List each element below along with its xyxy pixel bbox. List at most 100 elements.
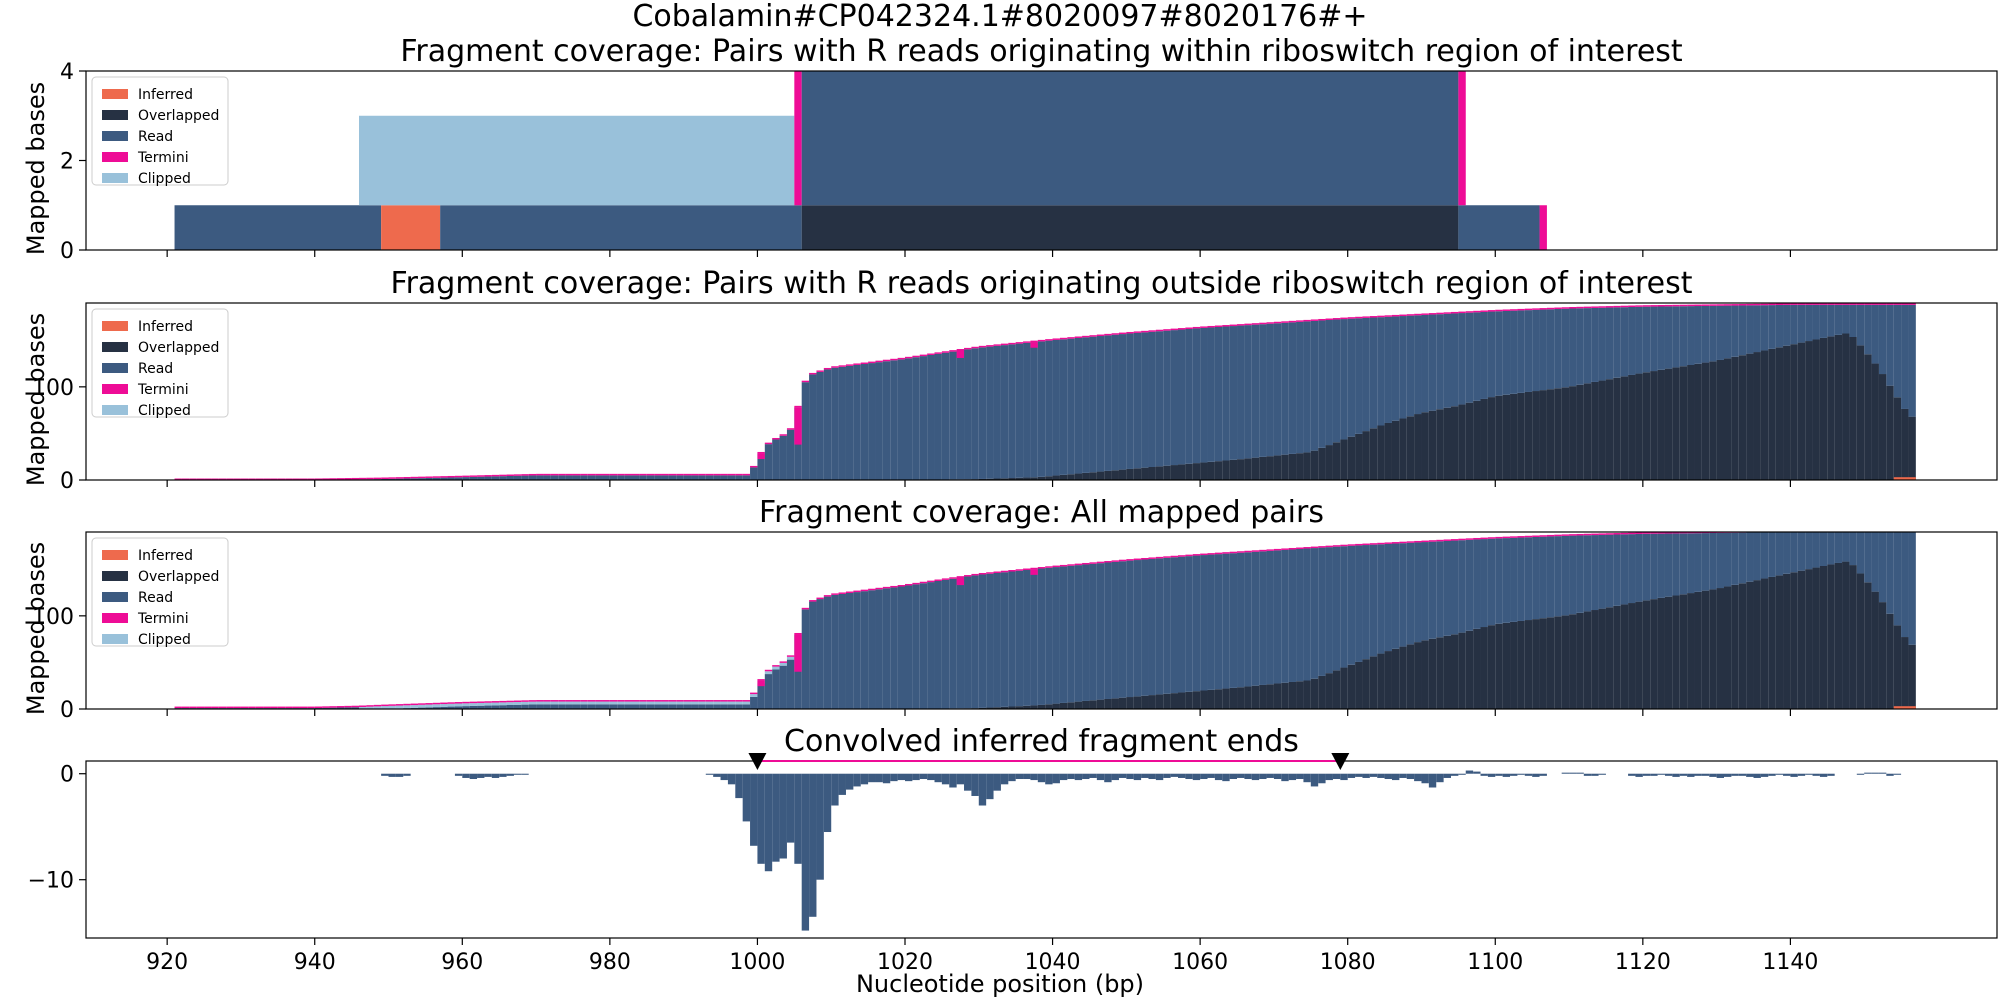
bar-convolved [1819,773,1828,777]
bar-termini [1650,305,1658,307]
bar-termini [1605,306,1614,308]
bar-read [1664,306,1673,369]
bar-read [1642,533,1651,601]
bar-read [580,475,588,480]
bar-termini [595,473,603,476]
bar-overlapped [1362,431,1370,480]
bar-termini [786,428,795,430]
bar-overlapped [1664,368,1673,480]
bar-termini [1628,532,1636,535]
bar-termini [1753,303,1761,306]
bar-convolved [868,773,876,783]
bar-termini [624,473,632,476]
bar-termini [366,705,374,707]
bar-termini [1583,533,1592,536]
bar-termini [1834,303,1843,305]
bar-termini [794,407,802,445]
bar-termini [432,702,441,705]
bar-convolved [1141,773,1149,778]
bar-termini [1650,532,1658,534]
bar-read [1089,563,1097,701]
bar-overlapped [1214,461,1223,480]
bar-read [1170,330,1178,466]
bar-read [440,477,448,480]
bar-termini [1214,325,1223,327]
bar-overlapped [1864,354,1872,480]
bar-convolved [1428,773,1437,788]
x-tick-label: 1120 [1615,950,1671,975]
bar-overlapped [1731,356,1739,480]
bar-read [1657,306,1665,370]
bar-read [1045,340,1053,477]
bar-clipped [373,706,382,709]
bar-clipped [418,704,426,708]
bar-overlapped [1583,611,1592,709]
bar-read [1635,533,1643,602]
bar-read [1546,536,1555,618]
bar-read [779,665,787,709]
bar-clipped [786,656,795,660]
bar-termini [1296,320,1304,322]
panel-title: Fragment coverage: All mapped pairs [759,495,1324,530]
bar-termini [521,474,529,476]
bar-read [1620,307,1629,377]
bar-convolved [1310,773,1319,787]
bar-read [1325,547,1333,674]
bar-termini [1281,548,1289,550]
marker-triangle [1331,753,1350,770]
bar-termini [1502,309,1511,311]
bar-overlapped [1569,386,1577,480]
bar-termini [1185,327,1193,329]
bar-termini [484,475,492,477]
bar-read [764,674,773,709]
bar-termini [1546,534,1555,537]
bar-termini [1399,314,1407,317]
bar-read [1222,326,1230,461]
x-axis-label: Nucleotide position (bp) [856,970,1144,998]
bar-convolved [1487,773,1496,777]
bar-convolved [1650,773,1658,776]
bar-convolved [1783,773,1791,776]
bar-read [956,350,965,480]
bar-read [1458,540,1466,633]
bar-read [1192,555,1201,692]
bar-read [1701,533,1710,591]
bar-read [1163,557,1171,694]
panel-title: Convolved inferred fragment ends [784,724,1299,759]
bar-read [1842,532,1850,562]
bar-overlapped [1768,348,1776,480]
bar-termini [764,442,773,445]
bar-termini [750,692,758,695]
bar-convolved [1362,773,1370,778]
bar-clipped [617,701,625,705]
bar-termini [329,706,337,708]
bar-read [1037,341,1046,477]
bar-read [1539,536,1547,619]
bar-overlapped [1303,452,1311,480]
bar-convolved [779,773,787,859]
bar-overlapped [1487,397,1496,480]
bar-read [1458,205,1540,250]
bar-read [1067,565,1075,703]
bar-termini [1266,549,1274,551]
legend-label-read: Read [138,129,173,145]
bar-clipped [691,701,699,705]
bar-overlapped [1576,612,1584,709]
bar-read [609,704,618,709]
bar-termini [1495,536,1503,539]
bar-read [905,358,913,480]
bar-overlapped [1760,350,1769,480]
bar-overlapped [1030,477,1038,480]
bar-termini [1842,303,1850,305]
bar-termini [993,344,1001,346]
bar-termini [1687,532,1695,534]
bar-read [1451,313,1459,407]
bar-termini [905,356,913,359]
bar-convolved [1111,773,1119,781]
bar-clipped [388,705,396,709]
bar-read [1554,536,1562,617]
bar-overlapped [1148,467,1156,480]
bar-convolved [1583,773,1592,776]
bar-termini [521,700,529,702]
bar-termini [1635,532,1643,534]
